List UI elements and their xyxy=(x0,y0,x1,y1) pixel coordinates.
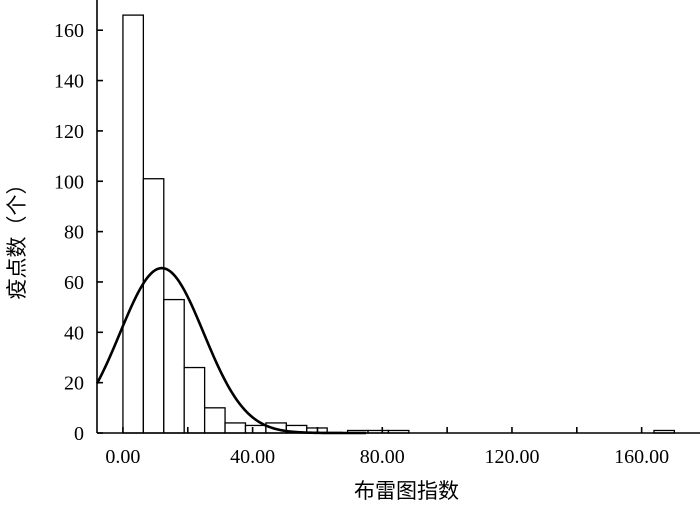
y-tick-label: 100 xyxy=(54,171,84,193)
x-axis-ticks: 0.00 40.00 80.00 120.00 160.00 xyxy=(105,427,669,468)
y-tick-label: 80 xyxy=(64,222,84,244)
x-tick-label: 120.00 xyxy=(484,446,539,468)
y-tick-label: 140 xyxy=(54,71,84,93)
y-tick-label: 0 xyxy=(74,423,84,445)
histogram-bar-6 xyxy=(244,424,267,434)
x-tick-label: 0.00 xyxy=(105,446,140,468)
y-tick-label: 160 xyxy=(54,20,84,42)
y-axis-title: 疫点数（个） xyxy=(5,174,29,300)
y-axis-ticks: 0 20 40 60 80 100 120 140 160 xyxy=(54,20,103,445)
histogram-bar-5 xyxy=(224,422,247,434)
x-tick-label: 40.00 xyxy=(230,446,275,468)
y-tick-label: 120 xyxy=(54,121,84,143)
histogram-bar-4 xyxy=(203,407,226,434)
histogram-bar-3 xyxy=(183,366,206,434)
histogram-bar-2 xyxy=(163,298,185,434)
x-axis-title: 布雷图指数 xyxy=(354,479,459,503)
histogram-bars xyxy=(122,14,676,434)
y-tick-label: 40 xyxy=(64,322,84,344)
y-tick-label: 60 xyxy=(64,272,84,294)
histogram-bar-1 xyxy=(142,178,165,434)
x-tick-label: 160.00 xyxy=(614,446,669,468)
x-tick-label: 80.00 xyxy=(360,446,405,468)
y-tick-label: 20 xyxy=(64,373,84,395)
histogram-bar-0 xyxy=(122,14,145,434)
